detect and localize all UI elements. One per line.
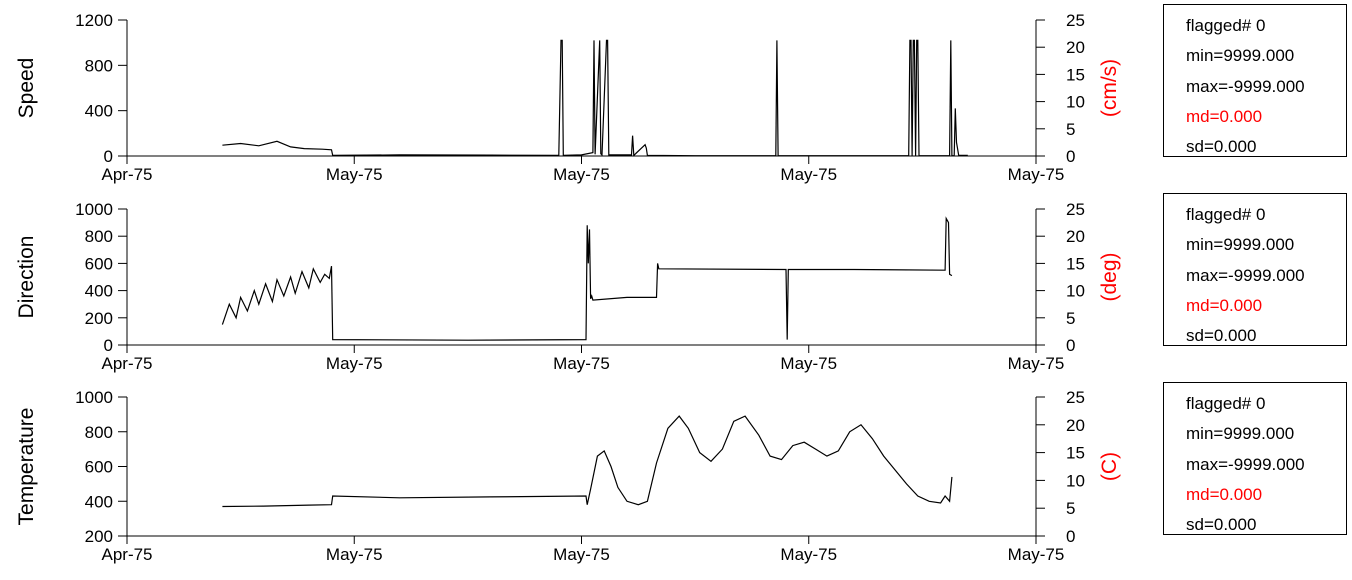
right-y-tick-label: 15: [1066, 65, 1085, 84]
y-tick-label: 600: [85, 254, 113, 273]
stats-md: md=0.000: [1186, 296, 1263, 315]
x-tick-label: May-75: [1008, 354, 1065, 373]
x-tick-label: May-75: [780, 545, 837, 564]
stats-sd: sd=0.000: [1186, 515, 1257, 534]
x-tick-label: May-75: [780, 165, 837, 184]
panel-speed: 0 400 800 1200 0 5 10 15 20 25 Apr-75 May-75 May-75 M…: [15, 11, 1121, 184]
y-axis-label: Direction: [15, 236, 38, 319]
x-tick-label: May-75: [1008, 165, 1065, 184]
right-y-tick-label: 25: [1066, 11, 1085, 30]
y-tick-label: 1000: [75, 388, 113, 407]
right-axis-label: (cm/s): [1098, 59, 1121, 117]
y-tick-label: 400: [85, 282, 113, 301]
y-tick-label: 0: [104, 336, 113, 355]
y-tick-label: 600: [85, 458, 113, 477]
right-y-tick-label: 0: [1066, 147, 1075, 166]
right-y-tick-label: 20: [1066, 227, 1085, 246]
x-tick-label: Apr-75: [101, 354, 152, 373]
x-tick-label: May-75: [553, 545, 610, 564]
y-axis-label: Temperature: [15, 408, 38, 526]
series-line: [222, 415, 953, 508]
stats-max: max=-9999.000: [1186, 455, 1305, 474]
y-tick-label: 200: [85, 309, 113, 328]
y-tick-label: 0: [104, 147, 113, 166]
right-y-tick-label: 5: [1066, 120, 1075, 139]
stats-max: max=-9999.000: [1186, 77, 1305, 96]
right-y-tick-label: 10: [1066, 93, 1085, 112]
series-line: [221, 216, 953, 341]
stats-sd: sd=0.000: [1186, 326, 1257, 345]
right-y-tick-label: 10: [1066, 471, 1085, 490]
y-tick-label: 400: [85, 102, 113, 121]
stats-min: min=9999.000: [1186, 235, 1295, 254]
y-tick-label: 1200: [75, 11, 113, 30]
right-y-tick-label: 0: [1066, 527, 1075, 546]
x-tick-label: May-75: [780, 354, 837, 373]
stats-flagged: flagged# 0: [1186, 205, 1266, 224]
stats-min: min=9999.000: [1186, 424, 1295, 443]
panel-direction: 0 200 400 600 800 1000 0 5 10 15 20 25 Apr-75 May-75 M…: [15, 200, 1121, 373]
x-tick-label: May-75: [1008, 545, 1065, 564]
stats-box-speed: flagged# 0 min=9999.000 max=-9999.000 md…: [1163, 4, 1347, 157]
right-axis-label: (C): [1098, 452, 1121, 481]
stats-sd: sd=0.000: [1186, 137, 1257, 156]
right-y-tick-label: 20: [1066, 38, 1085, 57]
right-y-tick-label: 25: [1066, 200, 1085, 219]
x-tick-label: May-75: [326, 545, 383, 564]
y-tick-label: 200: [85, 527, 113, 546]
x-tick-label: Apr-75: [101, 545, 152, 564]
right-y-tick-label: 20: [1066, 416, 1085, 435]
x-tick-label: May-75: [326, 354, 383, 373]
y-tick-label: 400: [85, 492, 113, 511]
right-y-tick-label: 15: [1066, 444, 1085, 463]
right-y-tick-label: 5: [1066, 499, 1075, 518]
y-axis-label: Speed: [15, 58, 38, 119]
stats-box-temperature: flagged# 0 min=9999.000 max=-9999.000 md…: [1163, 382, 1347, 535]
right-y-tick-label: 15: [1066, 254, 1085, 273]
right-y-tick-label: 0: [1066, 336, 1075, 355]
stats-box-direction: flagged# 0 min=9999.000 max=-9999.000 md…: [1163, 193, 1347, 346]
right-y-tick-label: 25: [1066, 388, 1085, 407]
x-tick-label: May-75: [553, 354, 610, 373]
series-line: [222, 39, 968, 157]
y-tick-label: 800: [85, 423, 113, 442]
x-tick-label: May-75: [326, 165, 383, 184]
panel-temperature: 200 400 600 800 1000 0 5 10 15 20 25 Apr-75 May-75 Ma…: [15, 388, 1121, 564]
stats-md: md=0.000: [1186, 485, 1263, 504]
stats-md: md=0.000: [1186, 107, 1263, 126]
right-y-tick-label: 10: [1066, 282, 1085, 301]
stats-max: max=-9999.000: [1186, 266, 1305, 285]
y-tick-label: 1000: [75, 200, 113, 219]
stats-min: min=9999.000: [1186, 46, 1295, 65]
right-y-tick-label: 5: [1066, 309, 1075, 328]
y-tick-label: 800: [85, 56, 113, 75]
x-tick-label: May-75: [553, 165, 610, 184]
stats-flagged: flagged# 0: [1186, 16, 1266, 35]
stats-flagged: flagged# 0: [1186, 394, 1266, 413]
x-tick-label: Apr-75: [101, 165, 152, 184]
y-tick-label: 800: [85, 227, 113, 246]
right-axis-label: (deg): [1098, 252, 1121, 301]
